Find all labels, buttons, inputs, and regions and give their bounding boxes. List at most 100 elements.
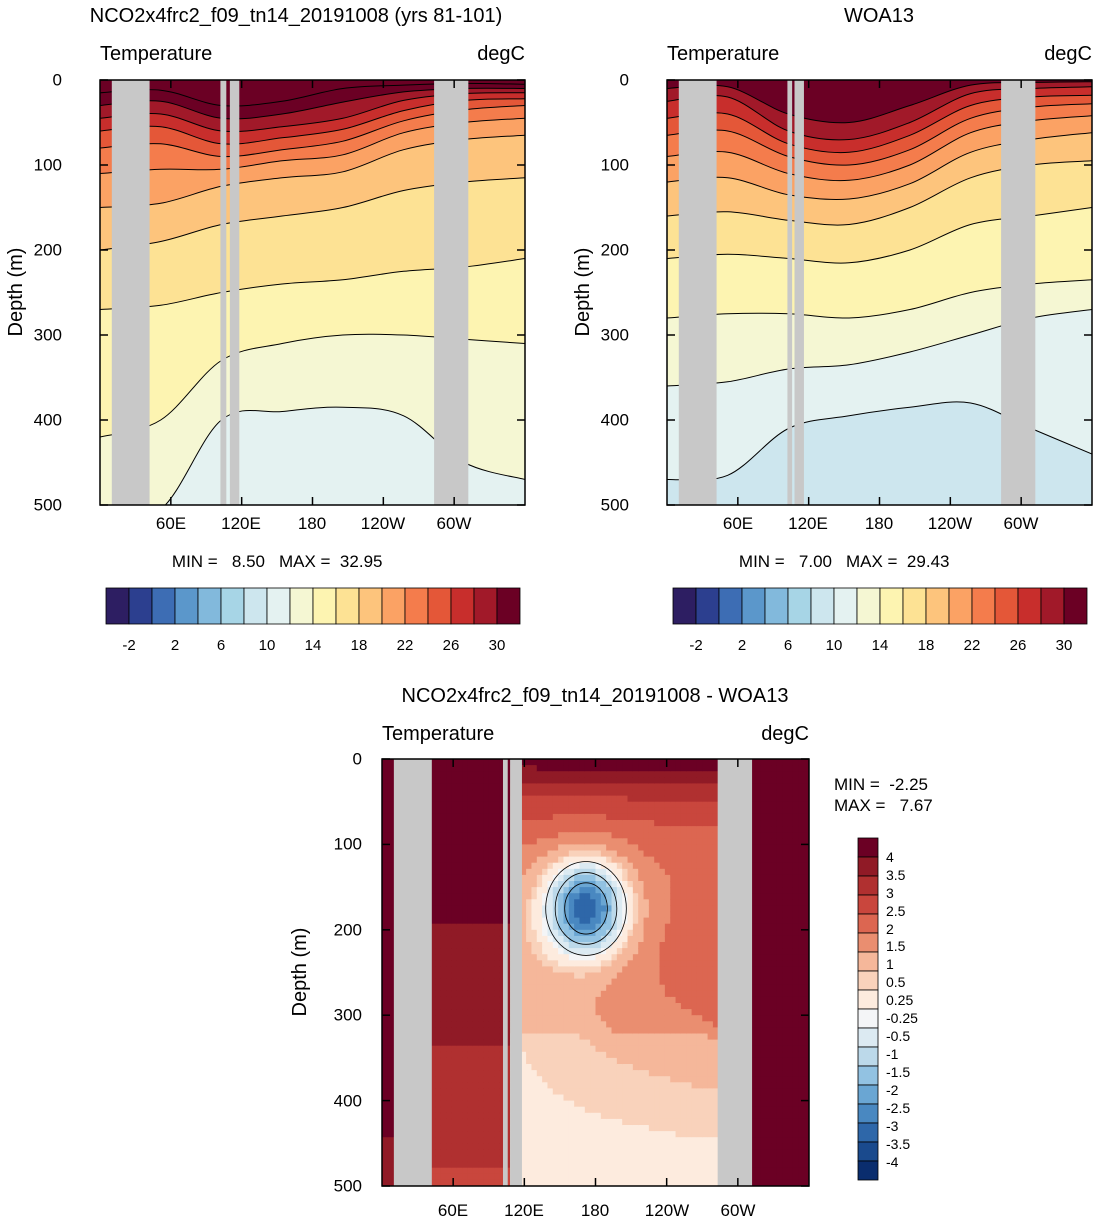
contour-band bbox=[584, 850, 591, 858]
contour-band bbox=[494, 954, 501, 961]
contour-band bbox=[675, 1051, 682, 1059]
contour-band bbox=[696, 984, 703, 992]
contour-band bbox=[526, 868, 533, 876]
contour-band bbox=[558, 832, 565, 839]
contour-band bbox=[712, 1173, 719, 1181]
contour-band bbox=[488, 856, 495, 864]
contour-band bbox=[638, 1057, 645, 1065]
contour-band bbox=[686, 1088, 693, 1096]
contour-band bbox=[520, 813, 527, 821]
contour-band bbox=[686, 826, 693, 833]
contour-band bbox=[595, 1088, 602, 1096]
contour-band bbox=[446, 948, 452, 955]
contour-band bbox=[622, 850, 629, 858]
contour-band bbox=[472, 1161, 479, 1169]
contour-band bbox=[483, 929, 490, 937]
contour-band bbox=[643, 1112, 650, 1120]
contour-band bbox=[590, 1033, 597, 1041]
contour-band bbox=[574, 1112, 581, 1120]
contour-band bbox=[467, 942, 474, 949]
contour-band bbox=[547, 1039, 554, 1047]
contour-band bbox=[435, 893, 442, 900]
contour-band bbox=[547, 844, 554, 852]
contour-band bbox=[440, 984, 447, 992]
contour-band bbox=[547, 905, 554, 913]
contour-band bbox=[387, 759, 394, 766]
contour-band bbox=[568, 911, 575, 919]
contour-band bbox=[499, 1161, 506, 1169]
contour-band bbox=[446, 1021, 452, 1028]
contour-band bbox=[590, 887, 597, 894]
contour-band bbox=[712, 850, 719, 858]
panel-model-left-label: Temperature bbox=[100, 43, 212, 65]
contour-band bbox=[686, 990, 693, 998]
contour-band bbox=[702, 1039, 709, 1047]
contour-band bbox=[654, 1064, 661, 1071]
contour-band bbox=[467, 1167, 474, 1175]
contour-band bbox=[382, 868, 388, 876]
contour-band bbox=[584, 935, 591, 943]
contour-band bbox=[664, 899, 671, 906]
contour-band bbox=[654, 929, 661, 937]
contour-band bbox=[547, 1021, 554, 1028]
contour-band bbox=[478, 801, 485, 809]
land-mask bbox=[787, 80, 793, 505]
contour-band bbox=[456, 1045, 463, 1053]
contour-band bbox=[462, 917, 468, 925]
contour-band bbox=[632, 868, 639, 876]
contour-band bbox=[664, 868, 671, 876]
colorbar-label: 26 bbox=[1010, 637, 1027, 654]
contour-band bbox=[696, 820, 703, 827]
contour-band bbox=[568, 984, 575, 992]
contour-band bbox=[680, 783, 687, 791]
contour-band bbox=[632, 759, 639, 766]
contour-band bbox=[456, 807, 463, 815]
contour-band bbox=[632, 771, 639, 778]
contour-band bbox=[707, 917, 714, 925]
contour-band bbox=[584, 1167, 591, 1175]
contour-band bbox=[504, 1167, 511, 1175]
contour-band bbox=[702, 838, 709, 845]
contour-band bbox=[558, 820, 565, 827]
contour-band bbox=[632, 850, 639, 858]
contour-band bbox=[590, 1112, 597, 1120]
contour-band bbox=[483, 978, 490, 986]
contour-band bbox=[552, 1003, 559, 1010]
contour-band bbox=[680, 1149, 687, 1157]
contour-band bbox=[494, 844, 501, 852]
contour-band bbox=[606, 820, 613, 827]
contour-band bbox=[584, 759, 591, 766]
contour-band bbox=[632, 1064, 639, 1071]
contour-band bbox=[531, 942, 538, 949]
contour-band bbox=[643, 929, 650, 937]
contour-band bbox=[472, 765, 479, 772]
contour-band bbox=[600, 759, 607, 766]
contour-band bbox=[606, 1076, 613, 1083]
contour-band bbox=[670, 1070, 677, 1077]
contour-band bbox=[659, 905, 666, 913]
contour-band bbox=[478, 856, 485, 864]
contour-band bbox=[664, 1076, 671, 1083]
contour-band bbox=[595, 771, 602, 778]
contour-band bbox=[430, 1015, 436, 1022]
contour-band bbox=[632, 1009, 639, 1016]
colorbar-swatch bbox=[902, 587, 927, 625]
contour-band bbox=[382, 1131, 388, 1138]
contour-band bbox=[680, 948, 687, 955]
contour-band bbox=[622, 1112, 629, 1120]
contour-band bbox=[472, 850, 479, 858]
contour-band bbox=[552, 1118, 559, 1126]
contour-band bbox=[632, 1137, 639, 1144]
contour-band bbox=[606, 911, 613, 919]
contour-band bbox=[478, 1131, 485, 1138]
contour-band bbox=[632, 1106, 639, 1114]
contour-band bbox=[536, 905, 543, 913]
contour-band bbox=[638, 1118, 645, 1126]
contour-band bbox=[472, 954, 479, 961]
contour-band bbox=[648, 850, 655, 858]
contour-band bbox=[574, 1137, 581, 1144]
contour-band bbox=[595, 1070, 602, 1077]
contour-band bbox=[568, 1027, 575, 1035]
contour-band bbox=[451, 1051, 458, 1059]
contour-band bbox=[483, 868, 490, 876]
